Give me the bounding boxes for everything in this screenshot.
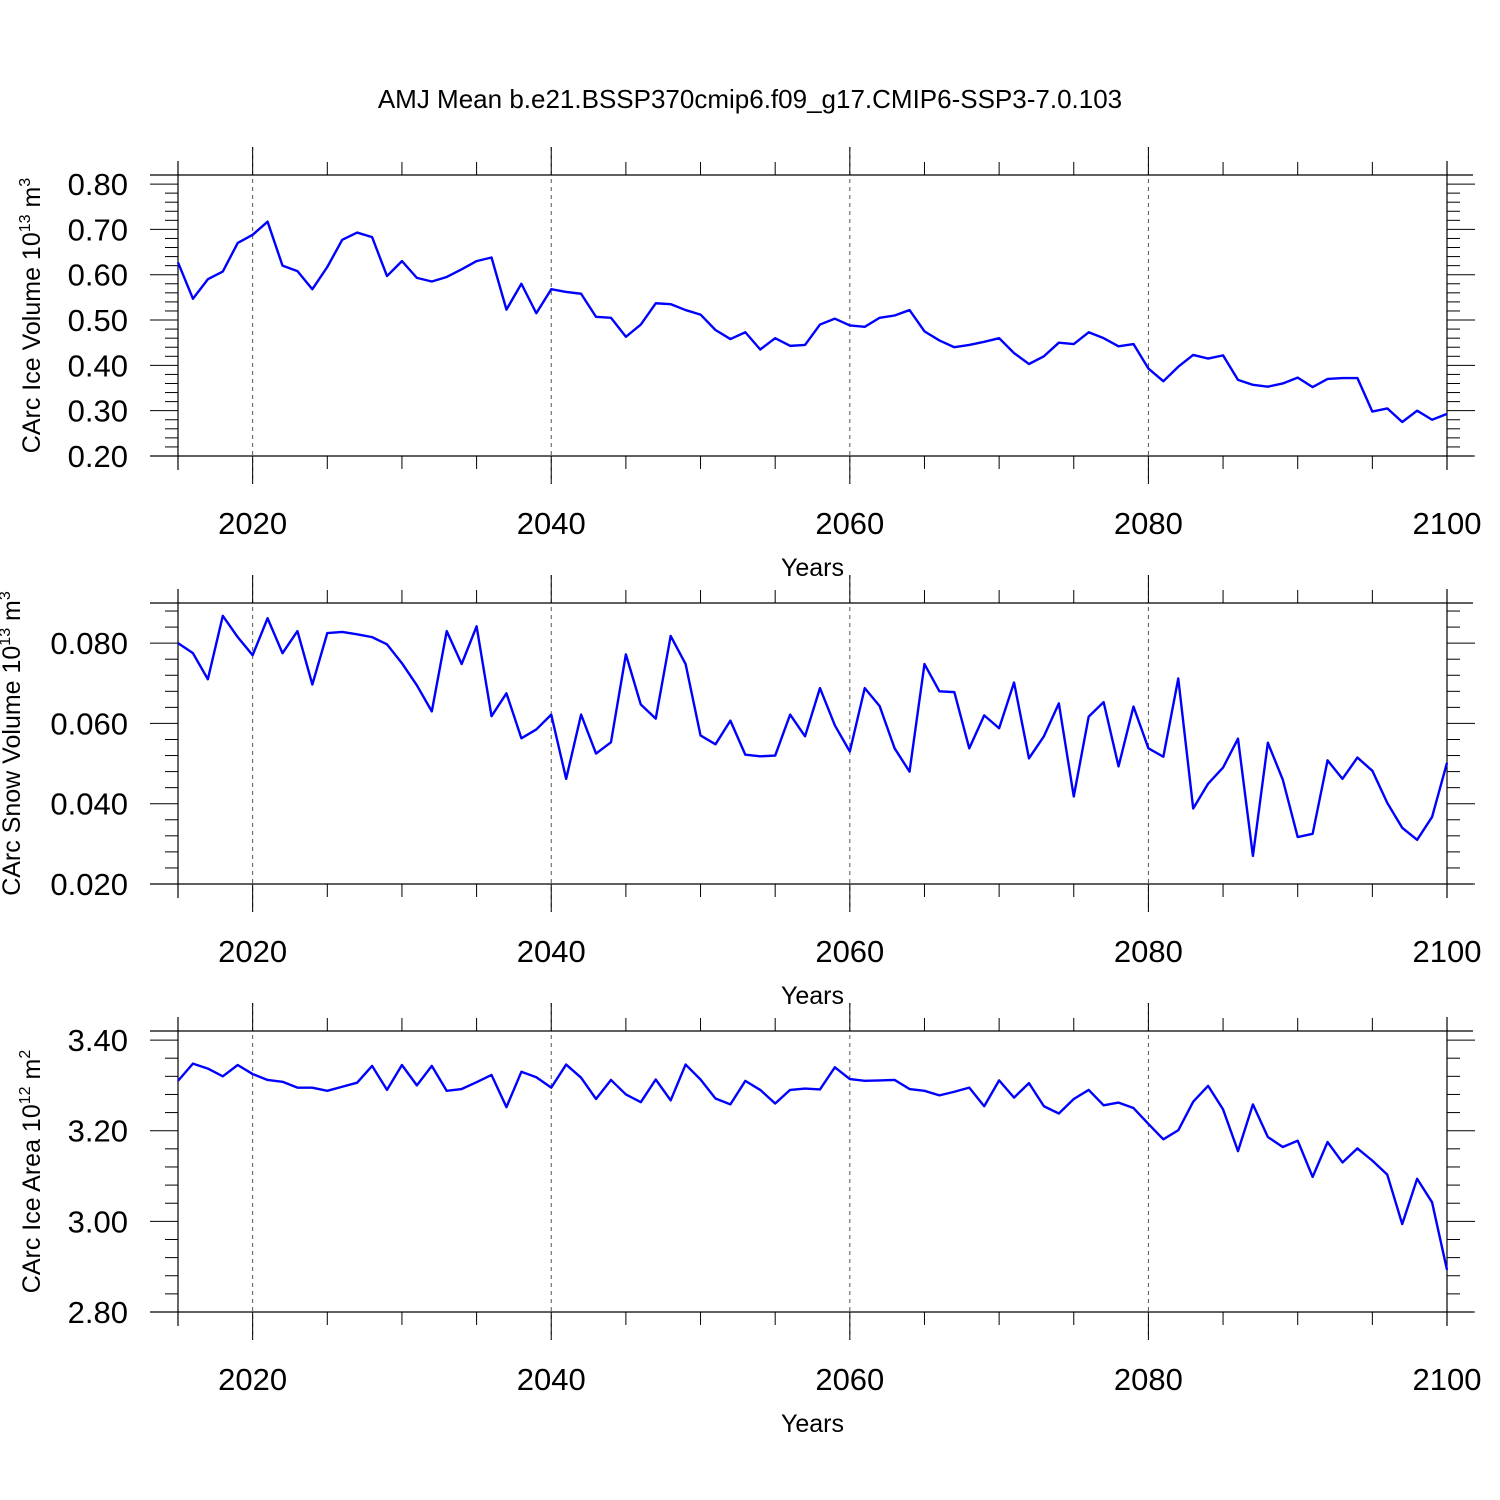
x-tick-label: 2040 [517,1362,586,1397]
y-axis-title-exp: 13 [17,214,34,232]
y-axis-title-unit-exp: 3 [0,591,14,600]
x-tick-label: 2060 [815,506,884,541]
x-tick-label: 2020 [218,506,287,541]
y-axis-title-unit: m [18,1059,46,1087]
chart-title: AMJ Mean b.e21.BSSP370cmip6.f09_g17.CMIP… [377,84,1123,114]
ice-volume-series-line [176,220,1448,424]
y-tick-label: 0.080 [50,626,128,661]
x-tick-label: 2100 [1413,506,1482,541]
ice-area-panel: 2.80 3.00 3.20 3.40 2020 2040 2060 2080 2100 Year… [17,1003,1481,1438]
x-tick-label: 2080 [1114,506,1183,541]
y-axis-title: CArc Ice Area 1012 m2 [17,1050,46,1294]
y-axis-title: CArc Ice Volume 1013 m3 [17,178,46,454]
x-axis-title: Years [781,554,844,582]
x-tick-label: 2080 [1114,1362,1183,1397]
y-axis-title-main: CArc Ice Area 10 [18,1104,46,1293]
y-tick-label: 0.020 [50,867,128,902]
y-axis-title-exp: 13 [0,628,14,646]
snow-volume-panel: 0.020 0.040 0.060 0.080 2020 2040 2060 2080 2100… [0,575,1481,1010]
y-axis-title-unit: m [18,187,46,215]
y-axis-title-main: CArc Ice Volume 10 [18,232,46,453]
y-tick-label: 3.00 [68,1204,128,1239]
y-tick-label: 0.60 [68,258,128,293]
y-tick-label: 0.20 [68,439,128,474]
y-tick-label: 0.30 [68,394,128,429]
y-tick-label: 0.040 [50,787,128,822]
x-tick-label: 2020 [218,1362,287,1397]
y-axis-title: CArc Snow Volume 1013 m3 [0,591,26,896]
x-tick-label: 2040 [517,934,586,969]
y-tick-label: 0.060 [50,706,128,741]
y-axis-title-unit-exp: 3 [17,178,34,187]
x-tick-label: 2080 [1114,934,1183,969]
ice-volume-panel: 0.20 0.30 0.40 0.50 0.60 0.70 0.80 2020 2040 2060… [17,147,1481,582]
x-tick-label: 2100 [1413,934,1482,969]
y-tick-label: 3.20 [68,1114,128,1149]
y-axis-title-main: CArc Snow Volume 10 [0,646,26,896]
y-tick-label: 3.40 [68,1023,128,1058]
x-tick-label: 2060 [815,1362,884,1397]
y-axis-title-exp: 12 [17,1086,34,1104]
y-tick-label: 2.80 [68,1295,128,1330]
x-tick-label: 2060 [815,934,884,969]
y-axis-title-unit: m [0,600,26,628]
y-tick-label: 0.50 [68,303,128,338]
y-tick-label: 0.80 [68,167,128,202]
x-axis-title: Years [781,1410,844,1438]
y-tick-label: 0.70 [68,212,128,247]
x-tick-label: 2100 [1413,1362,1482,1397]
y-axis-title-unit-exp: 2 [17,1050,34,1059]
x-tick-label: 2020 [218,934,287,969]
x-axis-title: Years [781,982,844,1010]
ice-area-series-line [177,1062,1449,1271]
y-tick-label: 0.40 [68,348,128,383]
snow-volume-series-line [177,614,1449,858]
x-tick-label: 2040 [517,506,586,541]
